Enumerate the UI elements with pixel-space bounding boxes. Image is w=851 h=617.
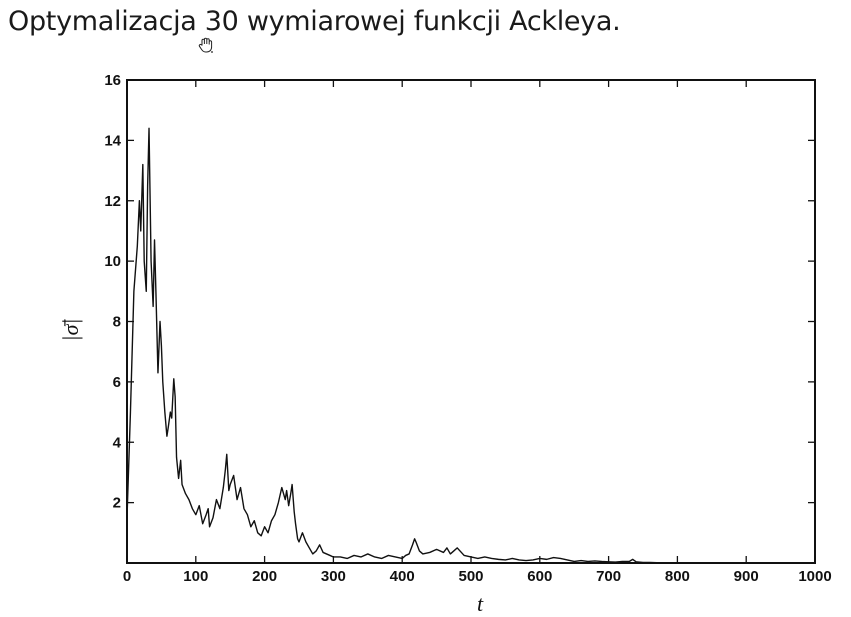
x-tick-label: 500 [458,568,483,585]
x-tick-label: 300 [321,568,346,585]
y-axis-label: |σ̄| [58,319,83,342]
x-tick-label: 1000 [798,568,831,585]
x-axis-label: t [477,591,484,616]
plot-border [126,79,816,564]
x-tick-label: 800 [665,568,690,585]
y-tick-label: 14 [104,132,121,149]
y-tick-label: 10 [104,253,121,270]
x-tick-label: 200 [252,568,277,585]
y-tick-label: 8 [113,314,121,331]
x-tick-label: 700 [596,568,621,585]
x-tick-label: 100 [183,568,208,585]
x-tick-label: 600 [527,568,552,585]
plot-frame [126,79,816,564]
y-tick-label: 2 [113,495,121,512]
y-tick-label: 6 [113,374,121,391]
x-tick-label: 0 [123,568,131,585]
x-tick-label: 400 [390,568,415,585]
page-title: Optymalizacja 30 wymiarowej funkcji Ackl… [8,6,621,37]
series-line [126,127,815,564]
y-tick-label: 4 [113,434,122,451]
x-tick-label: 900 [734,568,759,585]
y-axis: 2 4 6 8 10 12 14 16 [104,72,815,512]
x-axis: 0 100 200 300 400 500 600 700 800 900 1000 [123,80,832,585]
y-tick-label: 16 [104,72,121,89]
hand-cursor-icon [198,37,213,53]
y-tick-label: 12 [104,193,121,210]
